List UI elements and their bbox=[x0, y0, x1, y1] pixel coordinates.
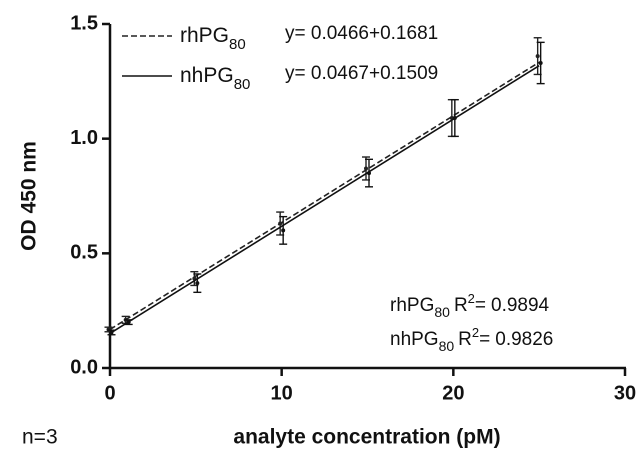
fit-equation: y= 0.0466+0.1681 bbox=[285, 23, 438, 44]
point bbox=[538, 60, 543, 65]
series-name: rhPG bbox=[180, 24, 229, 47]
point bbox=[109, 330, 114, 335]
n-annotation: n=3 bbox=[22, 426, 58, 449]
series-name-sub: 80 bbox=[229, 36, 246, 53]
legend-label: nhPG80 bbox=[180, 64, 250, 93]
r2-eq: = bbox=[479, 329, 490, 350]
fit-line bbox=[109, 61, 540, 331]
series-name-sub: 80 bbox=[439, 338, 455, 354]
x-tick-label: 20 bbox=[442, 382, 464, 404]
series-name: nhPG bbox=[180, 64, 234, 87]
point bbox=[278, 221, 283, 226]
r2-prefix: R bbox=[454, 295, 468, 316]
x-tick-label: 10 bbox=[271, 382, 293, 404]
point bbox=[364, 166, 368, 171]
point bbox=[535, 54, 540, 59]
r2-value: 0.9894 bbox=[491, 295, 550, 316]
point bbox=[281, 228, 286, 233]
y-tick-label: 1.0 bbox=[70, 127, 98, 149]
fit-equation: y= 0.0467+0.1509 bbox=[285, 63, 438, 84]
r2-prefix: R bbox=[458, 329, 472, 350]
r2-sup: 2 bbox=[472, 325, 479, 340]
series-name: rhPG bbox=[390, 295, 434, 316]
x-tick-label: 30 bbox=[614, 382, 636, 404]
point bbox=[452, 116, 457, 121]
series-name: nhPG bbox=[390, 329, 439, 350]
fit-line bbox=[109, 64, 540, 335]
point bbox=[367, 171, 371, 176]
series-name-sub: 80 bbox=[234, 76, 251, 93]
x-axis-label: analyte concentration (pM) bbox=[233, 426, 500, 449]
y-tick-label: 0.5 bbox=[70, 242, 98, 264]
y-tick-label: 0.0 bbox=[70, 356, 98, 378]
r2-annotation: nhPG80 R2= 0.9826 bbox=[390, 325, 553, 353]
series-name-sub: 80 bbox=[434, 304, 450, 320]
r2-value: 0.9826 bbox=[495, 329, 553, 350]
point bbox=[195, 281, 200, 286]
r2-eq: = bbox=[475, 295, 486, 316]
point bbox=[126, 320, 131, 325]
r2-annotation: rhPG80 R2= 0.9894 bbox=[390, 291, 550, 319]
y-axis-label: OD 450 nm bbox=[18, 141, 41, 251]
r2-sup: 2 bbox=[468, 291, 475, 306]
y-tick-label: 1.5 bbox=[70, 12, 98, 34]
x-tick-label: 0 bbox=[104, 382, 115, 404]
legend-label: rhPG80 bbox=[180, 24, 246, 53]
